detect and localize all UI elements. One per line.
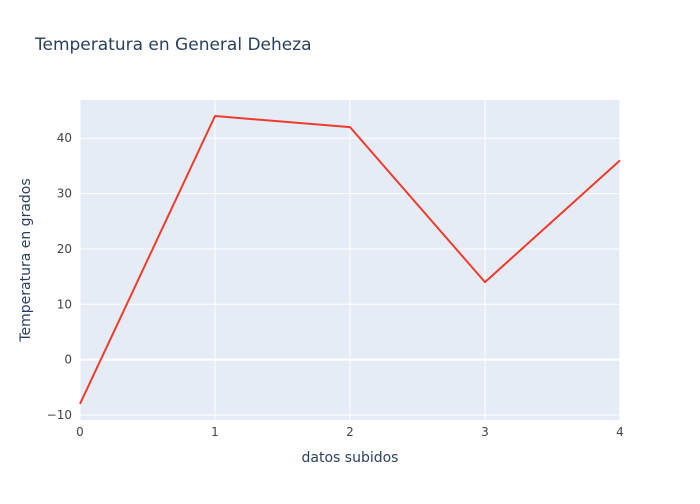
y-tick-label: 0: [64, 353, 72, 367]
series-line: [79, 115, 621, 405]
y-tick-label: −10: [47, 408, 72, 422]
x-tick-label: 4: [616, 425, 624, 439]
y-axis-label: Temperatura en grados: [18, 178, 34, 342]
x-tick-label: 0: [76, 425, 84, 439]
y-tick-label: 30: [57, 187, 72, 201]
gridlines: [79, 100, 621, 420]
x-axis-label: datos subidos: [302, 450, 399, 466]
x-tick-label: 3: [481, 425, 489, 439]
x-tick-label: 2: [346, 425, 354, 439]
chart-title: Temperatura en General Deheza: [34, 35, 312, 55]
y-tick-label: 40: [57, 131, 72, 145]
y-tick-label: 20: [57, 242, 72, 256]
x-tick-label: 1: [211, 425, 219, 439]
series-layer: [79, 115, 621, 405]
y-tick-label: 10: [57, 297, 72, 311]
tick-labels: −10 0 10 20 30 40 0 1 2 3 4: [47, 131, 624, 439]
